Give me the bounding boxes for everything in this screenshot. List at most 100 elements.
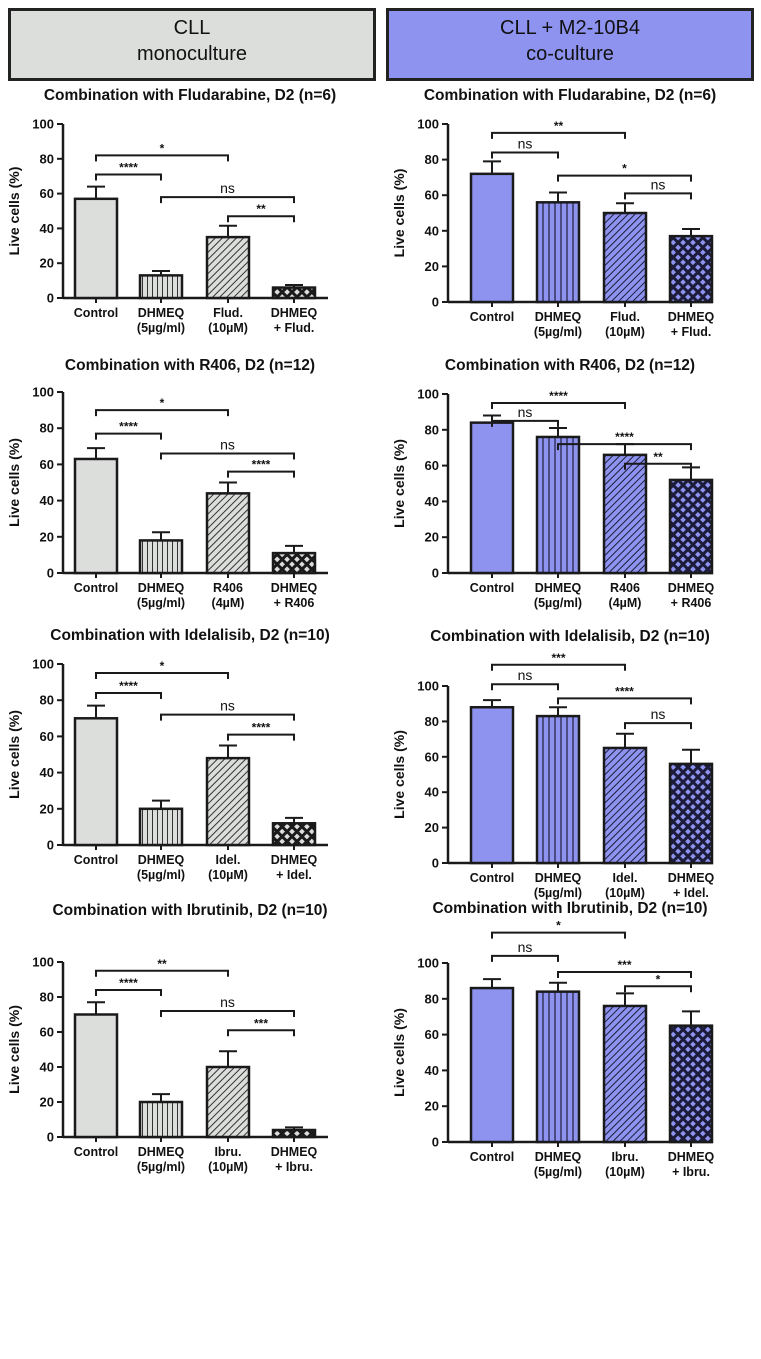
significance-label: ns (651, 706, 666, 722)
bar (205, 235, 251, 300)
bar (138, 539, 184, 575)
y-tick-label: 100 (32, 385, 54, 400)
x-tick-label-sub: (10µM) (208, 1160, 248, 1174)
significance-bracket (491, 151, 559, 159)
bar (73, 717, 119, 847)
significance-bracket (95, 691, 162, 699)
x-tick-label: Control (470, 581, 514, 595)
y-tick-label: 20 (40, 529, 54, 544)
bar (602, 211, 648, 304)
significance-bracket (557, 443, 692, 451)
significance-bracket (95, 969, 229, 977)
significance-label: ** (157, 957, 167, 971)
x-tick-label: DHMEQ (668, 1150, 715, 1164)
y-tick-label: 100 (417, 117, 439, 132)
chart-title: Combination with Idelalisib, D2 (n=10) (50, 627, 329, 644)
significance-label: * (160, 141, 165, 155)
bar-chart-6: Combination with Idelalisib, D2 (n=10) Li… (391, 628, 715, 900)
y-tick-label: 100 (417, 679, 439, 694)
chart-title: Combination with Fludarabine, D2 (n=6) (424, 87, 716, 104)
x-tick-label: DHMEQ (138, 581, 185, 595)
x-tick-label-sub: + Idel. (276, 868, 312, 882)
significance-bracket (491, 663, 626, 671)
y-tick-label: 40 (425, 785, 439, 800)
significance-bracket (491, 131, 626, 139)
x-tick-label: Idel. (612, 871, 637, 885)
significance-bracket (557, 697, 692, 705)
x-tick-label-sub: (5µg/ml) (534, 1165, 582, 1179)
y-tick-label: 80 (40, 693, 54, 708)
significance-bracket (491, 931, 626, 939)
bar (668, 234, 714, 304)
x-tick-label: DHMEQ (271, 306, 318, 320)
bar (73, 457, 119, 575)
significance-bracket (227, 470, 295, 478)
x-tick-label: DHMEQ (535, 871, 582, 885)
x-tick-label: Ibru. (214, 1145, 241, 1159)
coculture-header: CLL + M2-10B4 co-culture (386, 8, 754, 81)
bar-chart-8: Combination with Ibrutinib, D2 (n=10) Liv… (391, 900, 715, 1179)
bar (535, 990, 581, 1144)
bar (271, 286, 317, 300)
y-tick-label: 20 (425, 530, 439, 545)
chart-title: Combination with Fludarabine, D2 (n=6) (44, 87, 336, 104)
significance-label: ns (220, 994, 235, 1010)
significance-bracket (624, 192, 692, 200)
significance-label: * (656, 972, 661, 986)
y-tick-label: 100 (32, 955, 54, 970)
bar (73, 1013, 119, 1139)
x-tick-label-sub: (5µg/ml) (137, 321, 185, 335)
x-tick-label: Control (74, 581, 118, 595)
y-tick-label: 0 (432, 1135, 439, 1150)
y-tick-label: 40 (425, 1063, 439, 1078)
x-tick-label: DHMEQ (535, 581, 582, 595)
significance-label: **** (119, 420, 138, 434)
x-tick-label-sub: + Flud. (671, 325, 712, 339)
bar (469, 421, 515, 575)
bar (469, 172, 515, 304)
bar-chart-7: Combination with Ibrutinib, D2 (n=10) Liv… (6, 902, 328, 1174)
bar (535, 435, 581, 575)
y-tick-label: 60 (425, 458, 439, 473)
y-tick-label: 0 (47, 1130, 54, 1145)
x-tick-label-sub: (10µM) (208, 321, 248, 335)
x-tick-label: DHMEQ (138, 306, 185, 320)
x-tick-label-sub: (5µg/ml) (534, 886, 582, 900)
significance-bracket (95, 672, 229, 680)
x-tick-label-sub: (10µM) (605, 1165, 645, 1179)
y-tick-label: 20 (425, 1099, 439, 1114)
significance-label: **** (615, 684, 634, 698)
y-tick-label: 40 (425, 494, 439, 509)
y-tick-label: 80 (425, 714, 439, 729)
significance-bracket (557, 174, 692, 182)
significance-label: ** (554, 119, 564, 133)
significance-label: ** (256, 202, 266, 216)
y-axis-label: Live cells (%) (391, 1008, 407, 1097)
y-tick-label: 0 (47, 566, 54, 581)
bar (668, 762, 714, 865)
significance-label: * (160, 659, 165, 673)
chart-title: Combination with Ibrutinib, D2 (n=10) (432, 900, 707, 917)
x-tick-label-sub: (5µg/ml) (534, 596, 582, 610)
y-tick-label: 20 (40, 256, 54, 271)
significance-bracket (227, 733, 295, 741)
bar (469, 986, 515, 1144)
y-tick-label: 60 (40, 457, 54, 472)
y-tick-label: 20 (425, 820, 439, 835)
bar-chart-3: Combination with R406, D2 (n=12) Live cel… (6, 357, 328, 610)
significance-bracket (624, 462, 692, 470)
header-subtitle: co-culture (526, 43, 614, 65)
bar (535, 201, 581, 304)
significance-label: **** (119, 160, 138, 174)
x-tick-label: DHMEQ (668, 871, 715, 885)
y-tick-label: 80 (40, 421, 54, 436)
x-tick-label-sub: + Ibru. (672, 1165, 710, 1179)
x-tick-label-sub: (4µM) (609, 596, 642, 610)
significance-label: ns (651, 176, 666, 192)
y-tick-label: 100 (32, 117, 54, 132)
y-axis-label: Live cells (%) (6, 167, 22, 256)
x-tick-label-sub: (10µM) (605, 886, 645, 900)
x-tick-label: DHMEQ (668, 310, 715, 324)
bar (535, 714, 581, 865)
